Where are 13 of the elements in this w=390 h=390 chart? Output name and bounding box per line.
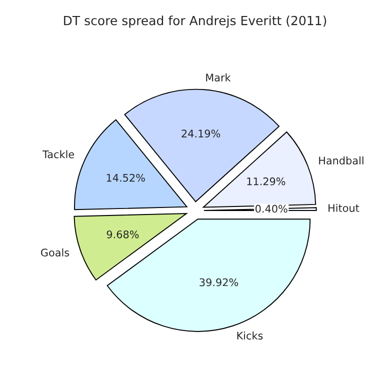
data-label: 24.19% [182, 130, 220, 138]
slice-label: Tackle [42, 150, 74, 158]
slice-label: Handball [319, 156, 364, 164]
data-label: 14.52% [106, 174, 145, 182]
slice-label: Kicks [237, 332, 263, 340]
slice-label: Hitout [328, 204, 360, 212]
data-label: 9.68% [106, 230, 139, 238]
slice-label: Goals [41, 248, 70, 256]
data-label: 11.29% [247, 177, 286, 186]
slice-label: Mark [206, 73, 231, 82]
chart-title: DT score spread for Andrejs Everitt (2011) [64, 16, 326, 28]
data-label: 39.92% [200, 278, 238, 286]
data-label: 0.40% [256, 204, 288, 213]
